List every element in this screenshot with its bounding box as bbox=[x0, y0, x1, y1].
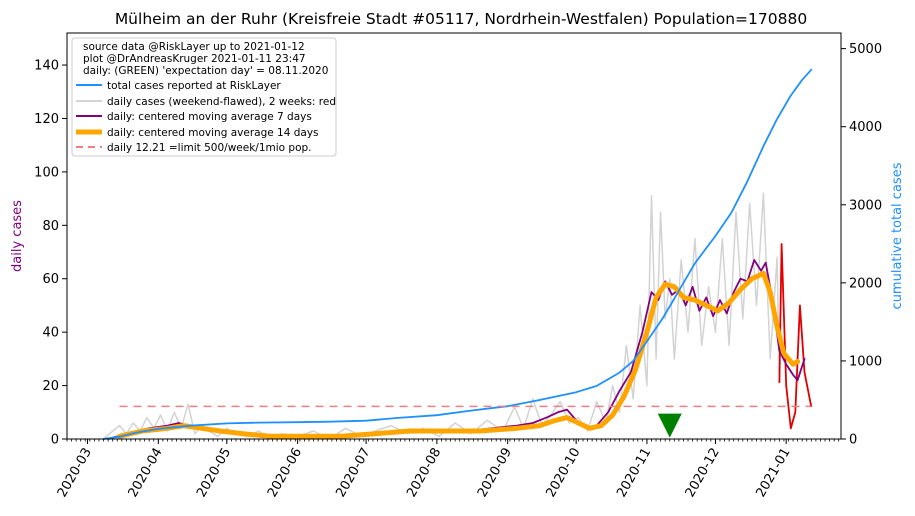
y2-tick-label: 1000 bbox=[849, 354, 882, 369]
legend-plot-line: plot @DrAndreasKruger 2021-01-11 23:47 bbox=[83, 53, 306, 65]
total-cases-line bbox=[102, 68, 813, 440]
y-tick-label: 60 bbox=[42, 272, 59, 287]
y2-tick-label: 5000 bbox=[849, 42, 882, 57]
y2-tick-label: 4000 bbox=[849, 120, 882, 135]
legend: source data @RiskLayer up to 2021-01-12 … bbox=[71, 37, 337, 157]
y-tick-label: 120 bbox=[34, 112, 59, 127]
legend-expectation-line: daily: (GREEN) 'expectation day' = 08.11… bbox=[83, 65, 328, 77]
plot-frame bbox=[66, 32, 842, 440]
legend-box bbox=[71, 37, 337, 157]
y2-axis-label: cumulative total cases bbox=[890, 162, 905, 309]
y-tick-label: 40 bbox=[42, 326, 59, 341]
y2-tick-label: 0 bbox=[849, 433, 857, 448]
moving-average-14-line bbox=[117, 270, 801, 439]
legend-label-ma7: daily: centered moving average 7 days bbox=[107, 111, 312, 123]
expectation-day-marker bbox=[657, 413, 682, 438]
legend-label-ma14: daily: centered moving average 14 days bbox=[107, 127, 319, 139]
y-tick-label: 140 bbox=[34, 59, 59, 74]
total-cases-line-group bbox=[102, 68, 813, 440]
y-tick-label: 80 bbox=[42, 219, 59, 234]
chart-title: Mülheim an der Ruhr (Kreisfreie Stadt #0… bbox=[115, 10, 807, 28]
y2-tick-label: 3000 bbox=[849, 198, 882, 213]
y-tick-label: 20 bbox=[42, 379, 59, 394]
y-tick-label: 0 bbox=[51, 433, 59, 448]
series-layer bbox=[102, 68, 813, 440]
right-axis: 0 1000 2000 3000 4000 5000 bbox=[841, 42, 882, 448]
y-tick-label: 100 bbox=[34, 165, 59, 180]
legend-label-daily: daily cases (weekend-flawed), 2 weeks: r… bbox=[107, 96, 336, 108]
moving-average-14-line-group bbox=[117, 270, 801, 439]
legend-source-line: source data @RiskLayer up to 2021-01-12 bbox=[83, 41, 305, 53]
daily-cases-line bbox=[103, 192, 781, 440]
marker-layer bbox=[657, 413, 682, 438]
y-axis-label: daily cases bbox=[10, 200, 25, 272]
legend-label-limit: daily 12.21 =limit 500/week/1mio pop. bbox=[107, 142, 312, 154]
legend-label-total: total cases reported at RiskLayer bbox=[107, 80, 281, 92]
left-axis: 0 20 40 60 80 100 120 140 bbox=[34, 59, 67, 448]
y2-tick-label: 2000 bbox=[849, 276, 882, 291]
